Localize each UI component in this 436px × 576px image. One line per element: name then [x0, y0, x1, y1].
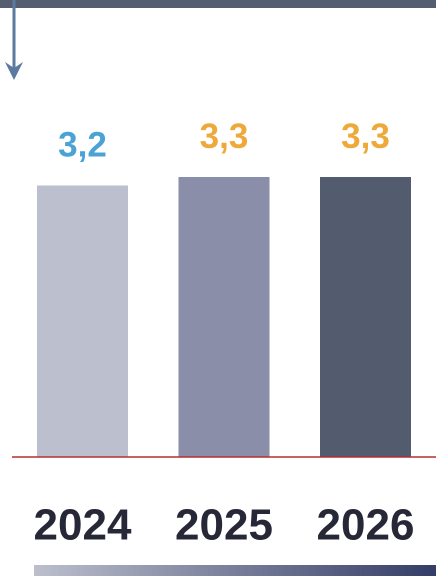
value-label: 3,3 — [200, 117, 249, 156]
arrow-head — [5, 62, 23, 80]
bar — [320, 176, 411, 457]
value-label: 3,3 — [341, 117, 390, 156]
x-tick-label: 2024 — [34, 501, 132, 550]
x-tick-label: 2026 — [317, 501, 415, 550]
bar — [37, 185, 128, 458]
top-band — [0, 0, 436, 8]
bottom-band — [34, 565, 436, 576]
value-label: 3,2 — [58, 126, 107, 165]
x-tick-label: 2025 — [175, 501, 273, 550]
bar — [178, 176, 270, 457]
